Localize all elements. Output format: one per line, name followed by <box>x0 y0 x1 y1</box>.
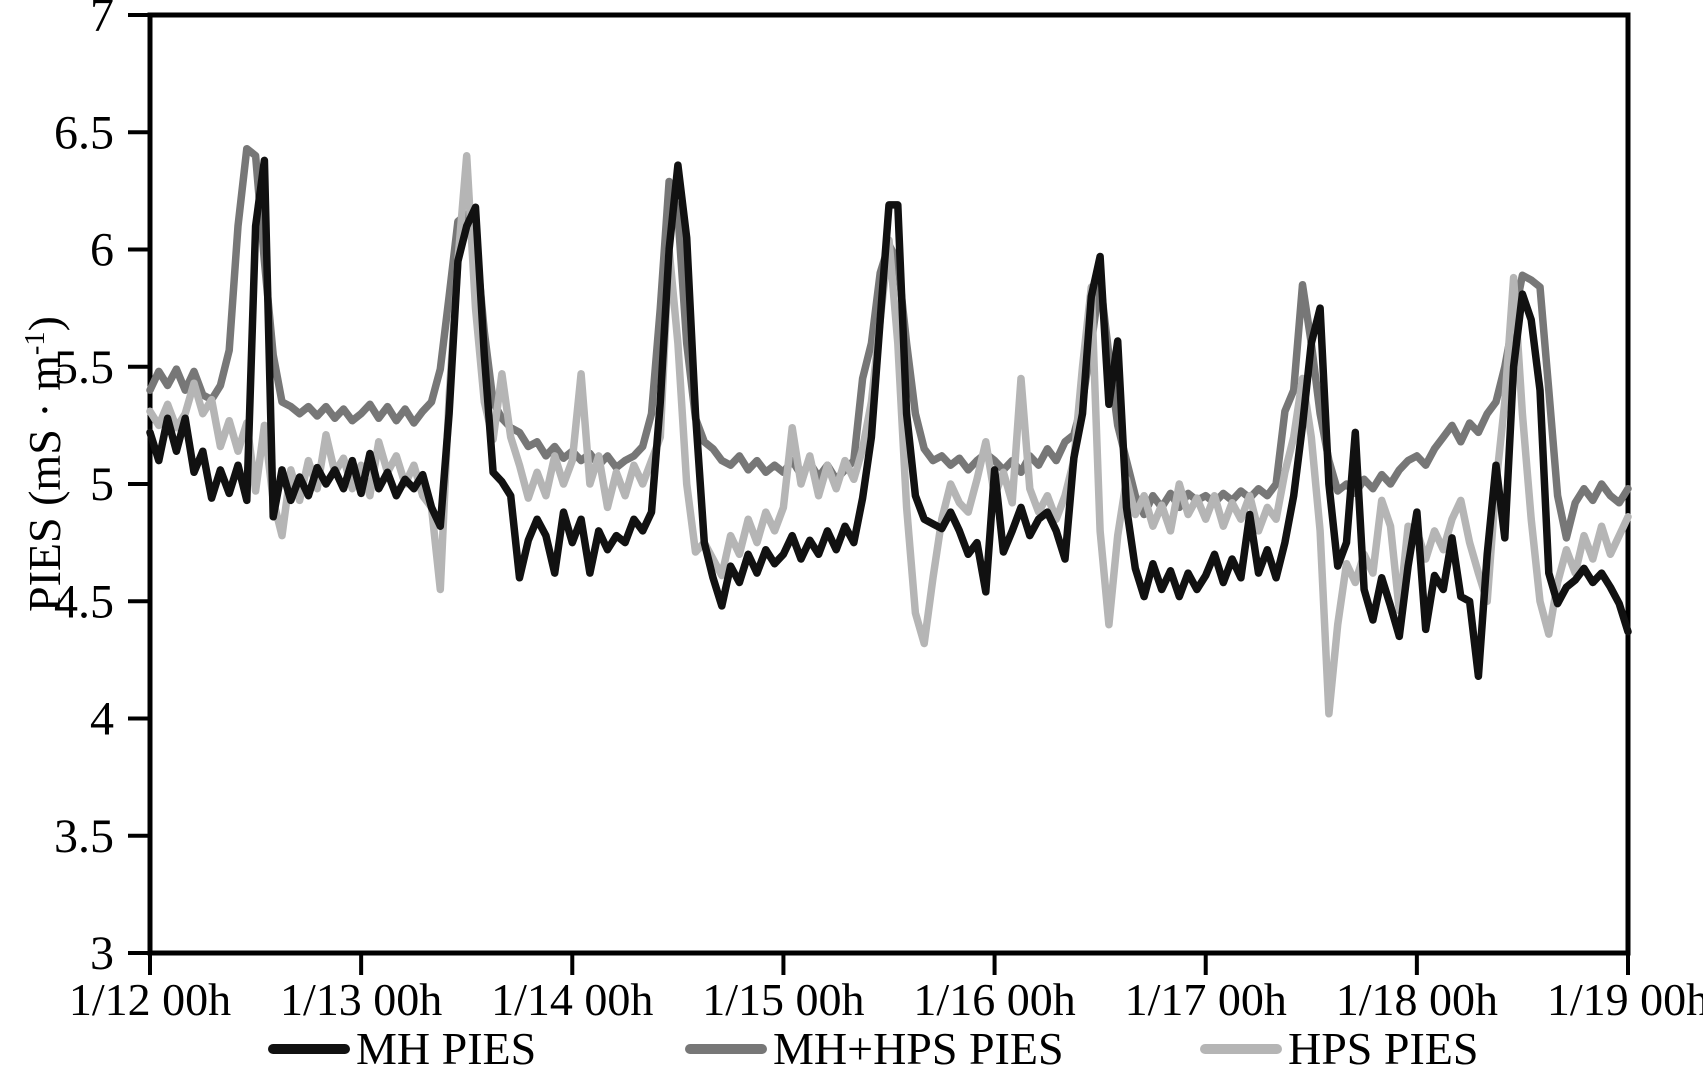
legend-item-mh-pies: MH PIES <box>268 1022 536 1075</box>
legend-swatch-mh-hps-pies <box>685 1043 767 1054</box>
y-axis-title-close: ) <box>19 316 70 332</box>
legend-label-mh-hps-pies: MH+HPS PIES <box>773 1023 1064 1074</box>
legend-swatch-mh-pies <box>268 1043 350 1054</box>
y-tick-label: 4 <box>90 693 114 746</box>
y-tick-label: 3 <box>90 927 114 980</box>
x-tick-label: 1/12 00h <box>69 974 231 1025</box>
x-tick-label: 1/13 00h <box>280 974 442 1025</box>
y-tick-label: 6 <box>90 224 114 277</box>
y-axis-title-main: PIES (mS · m <box>19 355 70 612</box>
x-tick-label: 1/15 00h <box>702 974 864 1025</box>
x-tick-label: 1/16 00h <box>913 974 1075 1025</box>
legend-swatch-hps-pies <box>1200 1043 1282 1054</box>
y-tick-label: 3.5 <box>54 810 114 863</box>
legend-label-mh-pies: MH PIES <box>356 1023 537 1074</box>
x-tick-label: 1/17 00h <box>1125 974 1287 1025</box>
y-tick-label: 5 <box>90 458 114 511</box>
legend-item-mh-hps-pies: MH+HPS PIES <box>685 1022 1064 1075</box>
y-tick-label: 7 <box>90 0 114 42</box>
x-tick-label: 1/18 00h <box>1336 974 1498 1025</box>
legend-item-hps-pies: HPS PIES <box>1200 1022 1478 1075</box>
y-axis-title: PIES (mS · m-1) <box>18 204 78 724</box>
x-tick-label: 1/14 00h <box>491 974 653 1025</box>
legend: MH PIES MH+HPS PIES HPS PIES <box>0 1022 1703 1082</box>
y-axis-title-superscript: -1 <box>20 331 52 356</box>
x-tick-label: 1/19 00h <box>1547 974 1703 1025</box>
series-line-mh-pies <box>146 156 1632 681</box>
y-tick-label: 6.5 <box>54 106 114 159</box>
y-tick-label: 4.5 <box>54 575 114 628</box>
legend-label-hps-pies: HPS PIES <box>1288 1023 1479 1074</box>
y-tick-label: 5.5 <box>54 341 114 394</box>
